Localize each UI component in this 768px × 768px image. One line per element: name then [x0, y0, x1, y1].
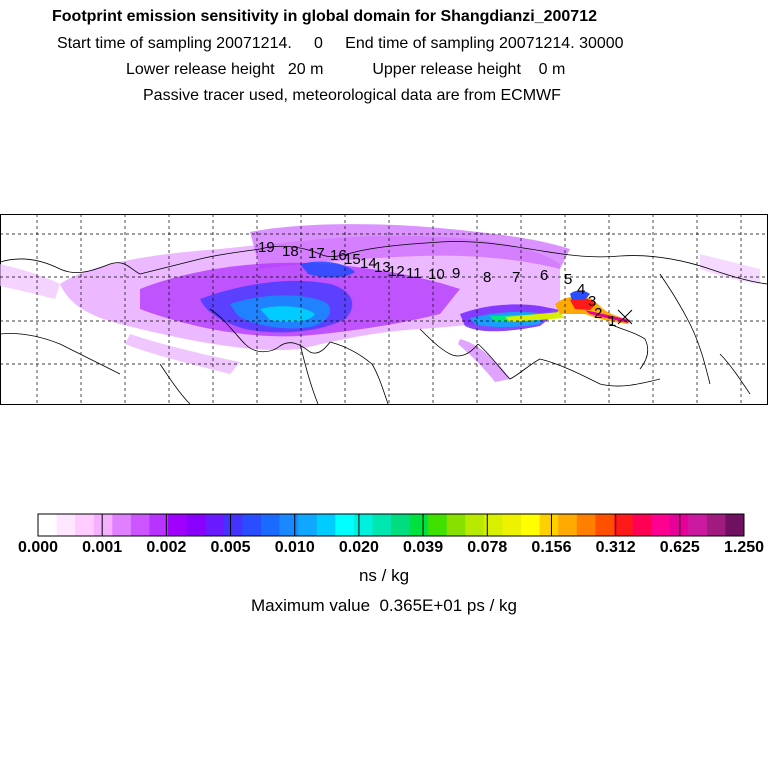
sampling-time-line: Start time of sampling 20071214. 0 End t… [57, 35, 624, 52]
colorbar-swatch [186, 514, 206, 536]
colorbar-swatch [242, 514, 262, 536]
colorbar-tick-label: 0.010 [274, 539, 315, 556]
day-label: 5 [564, 271, 572, 288]
day-label: 18 [282, 243, 299, 260]
colorbar-swatch [669, 514, 689, 536]
day-label: 1 [608, 313, 616, 330]
colorbar-swatch [112, 514, 132, 536]
colorbar-swatch [56, 514, 76, 536]
colorbar-frame [37, 513, 745, 537]
colorbar-swatch [613, 514, 634, 536]
tracer-info-line: Passive tracer used, meteorological data… [143, 87, 561, 104]
colorbar-tick-label: 0.039 [403, 539, 444, 556]
colorbar-swatch [168, 514, 188, 536]
colorbar-tick-label: 1.250 [723, 539, 765, 556]
colorbar-swatch [205, 514, 225, 536]
colorbar-tick-label: 0.078 [467, 539, 508, 556]
colorbar-swatch [149, 514, 169, 536]
colorbar-swatch [502, 514, 522, 536]
colorbar-swatch [260, 514, 281, 536]
colorbar-tick-label: 0.005 [210, 539, 251, 556]
day-label: 3 [588, 293, 596, 310]
colorbar-tick-label: 0.020 [338, 539, 379, 556]
colorbar-swatch [353, 514, 373, 536]
day-label: 7 [512, 269, 520, 286]
colorbar-swatch [725, 514, 745, 536]
colorbar-swatch [409, 514, 429, 536]
day-label: 9 [452, 265, 460, 282]
colorbar-swatch [38, 514, 58, 536]
day-label: 2 [594, 305, 602, 322]
coastlines [0, 241, 768, 405]
colorbar-swatch [93, 514, 113, 536]
colorbar-tick-label: 0.156 [531, 539, 572, 556]
colorbar-swatch [632, 514, 652, 536]
colorbar-tick-label: 0.625 [659, 539, 700, 556]
colorbar-tick-label: 0.000 [17, 539, 59, 556]
colorbar-tick-label: 0.002 [146, 539, 187, 556]
colorbar-swatch [558, 514, 578, 536]
colorbar-tick-label: 0.312 [595, 539, 636, 556]
colorbar-swatch [483, 514, 503, 536]
colorbar-tick-label: 0.001 [82, 539, 123, 556]
day-label: 10 [428, 266, 445, 283]
footprint-plume [0, 224, 760, 382]
colorbar-swatch [391, 514, 411, 536]
map-title: Footprint emission sensitivity in global… [52, 8, 597, 25]
colorbar-swatch [688, 514, 708, 536]
day-label: 15 [344, 251, 361, 268]
colorbar-swatch [706, 514, 726, 536]
receptor-marker [617, 309, 633, 325]
day-label: 6 [540, 267, 548, 284]
maximum-value: Maximum value 0.365E+01 ps / kg [251, 596, 517, 615]
day-label: 8 [483, 269, 491, 286]
lat-lon-grid [0, 214, 768, 405]
release-height-line: Lower release height 20 m Upper release … [126, 61, 566, 78]
colorbar-swatch [595, 514, 615, 536]
colorbar-swatch [446, 514, 466, 536]
colorbar-swatch [279, 514, 299, 536]
colorbar-swatch [651, 514, 671, 536]
colorbar-unit: ns / kg [358, 566, 410, 585]
colorbar-swatch [298, 514, 318, 536]
colorbar [37, 513, 745, 537]
colorbar-swatch [130, 514, 150, 536]
colorbar-swatch [316, 514, 336, 536]
day-label: 4 [577, 281, 585, 298]
day-label: 11 [406, 265, 422, 282]
colorbar-swatch [428, 514, 448, 536]
colorbar-swatch [75, 514, 95, 536]
day-label: 12 [388, 263, 405, 280]
colorbar-swatch [335, 514, 355, 536]
day-label: 14 [360, 255, 377, 272]
day-label: 13 [374, 259, 391, 276]
colorbar-swatch [223, 514, 243, 536]
colorbar-swatch [372, 514, 392, 536]
colorbar-swatch [521, 514, 541, 536]
colorbar-swatch [539, 514, 559, 536]
day-label: 16 [330, 247, 347, 264]
day-label: 17 [308, 245, 325, 262]
day-label: 19 [258, 239, 275, 256]
colorbar-swatch [576, 514, 596, 536]
colorbar-swatch [465, 514, 485, 536]
